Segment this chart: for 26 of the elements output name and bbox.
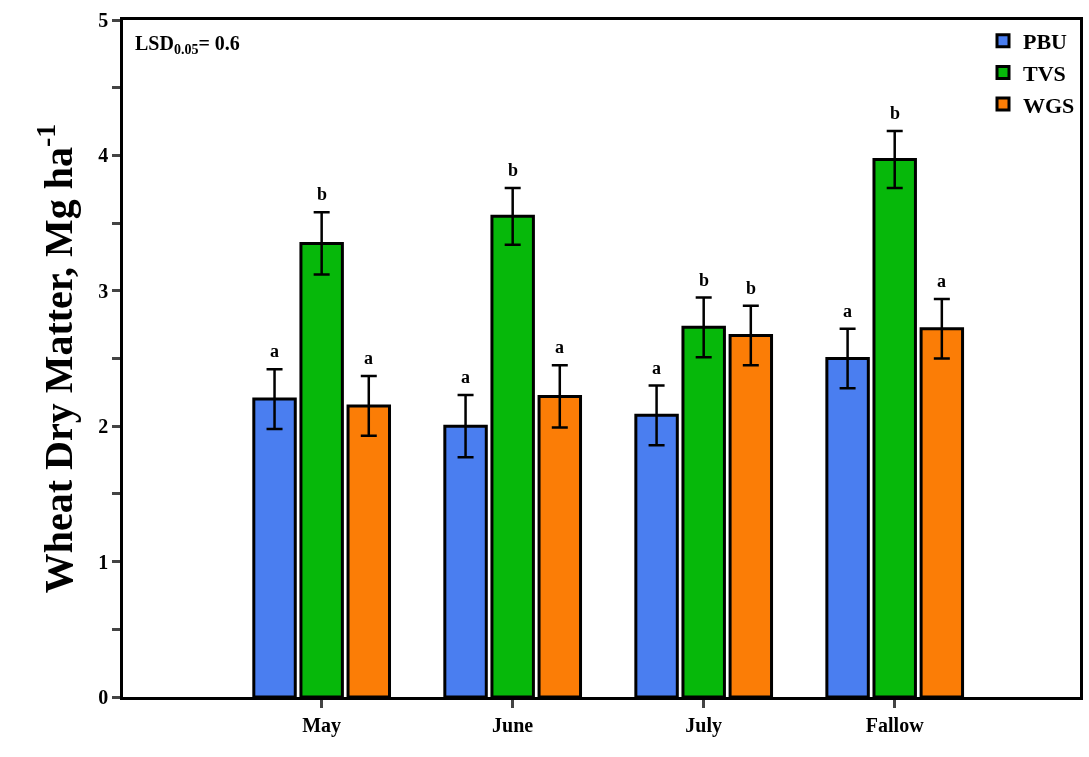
data-label: a [555,337,564,357]
data-label: a [937,271,946,291]
legend-label: PBU [1023,29,1068,55]
data-label: a [652,358,661,378]
y-tick-label: 2 [98,415,109,438]
x-tick-label: May [302,713,342,737]
y-tick-label: 5 [98,9,109,31]
data-label: b [317,184,328,204]
annotation: LSD$_{0.05}$= 0.6 [135,32,240,58]
data-label: a [461,367,470,387]
data-label: b [508,160,519,180]
data-label: b [746,278,757,298]
data-label: b [699,270,710,290]
legend-label: WGS [1023,92,1075,118]
legend-label: TVS [1023,60,1066,86]
data-label: a [270,341,279,361]
y-tick-label: 1 [98,550,109,573]
x-tick-label: July [685,713,723,737]
y-tick-label: 0 [98,686,109,708]
x-tick-label: Fallow [865,713,925,736]
data-label: a [364,348,373,368]
x-tick-label: June [492,713,534,736]
data-label: b [890,103,901,123]
y-tick-label: 3 [98,279,109,302]
data-label: a [843,301,852,321]
y-tick-label: 4 [98,144,109,167]
